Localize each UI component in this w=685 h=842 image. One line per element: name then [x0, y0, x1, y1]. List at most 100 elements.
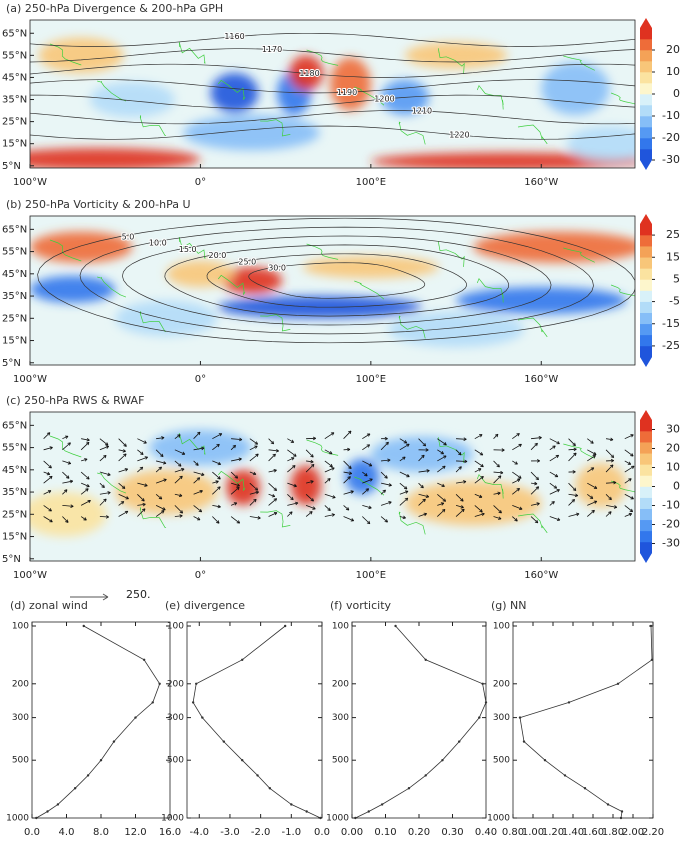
coastline: [139, 115, 167, 136]
flux-vector: [568, 482, 577, 491]
flux-vector-head: [125, 496, 129, 500]
colorbar-segment: [640, 334, 652, 347]
flux-vector-head: [464, 459, 468, 464]
flux-vector-head: [310, 480, 314, 484]
flux-vector: [324, 449, 333, 455]
flux-vector: [399, 516, 406, 519]
flux-vector: [474, 460, 484, 468]
flux-vector-head: [593, 500, 598, 504]
flux-vector: [137, 449, 144, 455]
colorbar-min: [640, 553, 652, 563]
flux-vector-head: [48, 508, 52, 512]
flux-vector-head: [534, 442, 538, 447]
flux-vector: [193, 431, 201, 439]
flux-vector-head: [48, 465, 52, 469]
flux-vector-head: [403, 440, 408, 444]
flux-vector: [549, 482, 557, 489]
colorbar-min: [640, 160, 652, 170]
flux-vector-head: [332, 495, 336, 499]
flux-vector-head: [199, 489, 203, 494]
y-tick-label: 15°N: [2, 532, 27, 543]
flux-vector: [62, 435, 69, 440]
flux-vector-head: [331, 467, 335, 471]
x-tick-label: -2.0: [251, 827, 271, 838]
flux-vector-head: [162, 461, 167, 465]
flux-vector: [155, 449, 164, 457]
flux-vector: [62, 480, 73, 484]
flux-vector-head: [347, 447, 351, 452]
panel-title: (c) 250-hPa RWS & RWAF: [6, 394, 144, 407]
x-tick-label: 0.80: [502, 827, 524, 838]
flux-vector-head: [197, 431, 201, 436]
x-tick-label: 0°: [195, 177, 206, 188]
flux-vector-head: [64, 435, 69, 439]
flux-vector: [118, 438, 127, 447]
flux-vector: [230, 471, 238, 479]
flux-vector-head: [105, 515, 110, 519]
field-blob: [115, 469, 218, 515]
colorbar-max: [640, 214, 652, 224]
flux-vector-head: [500, 470, 504, 475]
coastline: [354, 280, 385, 300]
x-tick-label: 100°W: [13, 570, 47, 581]
flux-vector-head: [573, 447, 577, 452]
flux-vector: [380, 441, 389, 451]
flux-vector-head: [610, 464, 614, 468]
flux-vector-head: [198, 508, 203, 513]
colorbar-segment: [640, 486, 652, 498]
colorbar-segment: [640, 149, 652, 161]
flux-vector: [587, 510, 595, 517]
flux-vector-head: [556, 489, 560, 493]
y-tick-label: 25°N: [2, 117, 27, 128]
profile-point: [256, 774, 259, 777]
colorbar-tick-label: -30: [662, 153, 680, 166]
flux-vector-head: [216, 520, 220, 524]
flux-vector-head: [254, 487, 259, 491]
flux-vector: [249, 516, 261, 519]
flux-vector: [455, 466, 462, 473]
flux-vector: [399, 482, 408, 490]
colorbar-segment: [640, 442, 652, 454]
flux-vector-head: [480, 476, 484, 480]
coastline: [437, 48, 465, 74]
contour-line: [122, 235, 552, 326]
colorbar-tick-label: 0: [673, 480, 680, 493]
flux-vector-head: [290, 496, 294, 501]
flux-vector: [343, 490, 354, 495]
flux-vector: [549, 501, 555, 506]
field-blob: [225, 469, 261, 506]
x-tick-label: 1.00: [522, 827, 544, 838]
flux-vector: [437, 482, 445, 487]
contour-line: [37, 217, 635, 344]
flux-vector: [512, 433, 520, 440]
flux-vector-head: [348, 430, 352, 435]
flux-vector: [212, 433, 222, 440]
flux-vector-head: [590, 467, 595, 471]
flux-vector: [137, 503, 146, 506]
flux-vector: [43, 505, 52, 512]
profile-point: [56, 803, 60, 806]
flux-vector-head: [368, 505, 372, 510]
colorbar-segment: [640, 541, 652, 554]
flux-vector-head: [329, 463, 333, 468]
flux-vector-head: [310, 459, 314, 464]
flux-vector: [474, 513, 485, 517]
y-tick-label: 5°N: [2, 358, 21, 369]
flux-vector: [474, 476, 484, 484]
flux-vector: [212, 443, 220, 451]
flux-vector-head: [347, 476, 351, 480]
flux-vector: [305, 464, 315, 473]
y-tick-label: 1000: [326, 814, 349, 824]
colorbar-tick-label: -25: [662, 339, 680, 352]
flux-vector: [624, 493, 634, 500]
colorbar-segment: [640, 431, 652, 443]
flux-vector-head: [217, 504, 221, 509]
contour-label: 10.0: [149, 239, 167, 248]
profile-point: [290, 803, 293, 806]
coastline: [49, 239, 82, 262]
flux-vector-head: [518, 475, 522, 479]
x-tick-label: -4.0: [190, 827, 210, 838]
profile-point: [567, 701, 571, 704]
panel-title: (g) NN: [491, 599, 527, 612]
flux-vector-head: [463, 480, 467, 484]
